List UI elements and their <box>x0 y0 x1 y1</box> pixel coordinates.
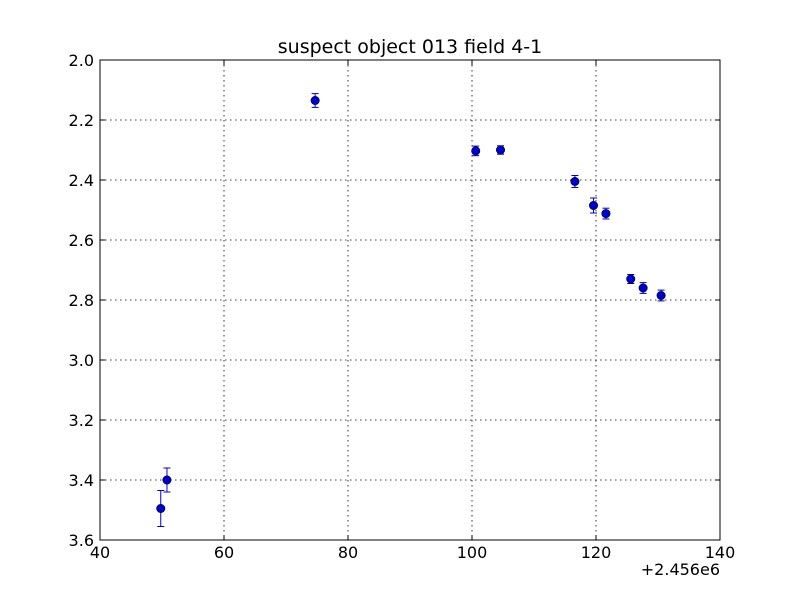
data-marker <box>626 274 636 284</box>
data-marker <box>589 201 599 211</box>
data-points <box>156 93 666 527</box>
x-tick-label: 60 <box>214 543 234 562</box>
x-tick-label: 100 <box>457 543 488 562</box>
data-point <box>162 467 172 493</box>
grid <box>100 60 720 540</box>
y-tick-label: 3.6 <box>69 531 94 550</box>
y-tick-label: 2.0 <box>69 51 94 70</box>
data-marker <box>310 96 320 106</box>
data-point <box>471 145 481 157</box>
data-point <box>601 207 611 220</box>
data-marker <box>601 209 611 219</box>
data-marker <box>162 475 172 485</box>
data-marker <box>496 145 506 155</box>
data-point <box>570 175 580 188</box>
data-point <box>496 145 506 155</box>
data-point <box>626 274 636 284</box>
y-tick-label: 2.2 <box>69 111 94 130</box>
data-marker <box>638 283 648 293</box>
x-tick-label: 80 <box>338 543 358 562</box>
data-marker <box>570 177 580 187</box>
data-point <box>310 93 320 108</box>
y-tick-label: 3.4 <box>69 471 94 490</box>
x-tick-labels: 40 60 80 100 120 140 <box>90 543 735 562</box>
chart-title: suspect object 013 field 4-1 <box>278 36 543 58</box>
y-tick-label: 3.0 <box>69 351 94 370</box>
data-marker <box>471 146 481 156</box>
data-marker <box>156 503 166 513</box>
y-tick-label: 2.4 <box>69 171 94 190</box>
data-point <box>638 282 648 294</box>
data-point <box>656 289 666 302</box>
y-tick-label: 2.6 <box>69 231 94 250</box>
x-axis-offset-label: +2.456e6 <box>641 560 720 579</box>
x-tick-label: 140 <box>705 543 736 562</box>
data-point <box>589 197 599 214</box>
x-tick-label: 40 <box>90 543 110 562</box>
y-tick-label: 2.8 <box>69 291 94 310</box>
data-marker <box>656 290 666 300</box>
y-tick-label: 3.2 <box>69 411 94 430</box>
data-point <box>156 490 166 527</box>
plot-frame <box>99 59 721 541</box>
y-tick-labels: 2.0 2.2 2.4 2.6 2.8 3.0 3.2 3.4 3.6 <box>69 51 94 550</box>
x-tick-label: 120 <box>581 543 612 562</box>
